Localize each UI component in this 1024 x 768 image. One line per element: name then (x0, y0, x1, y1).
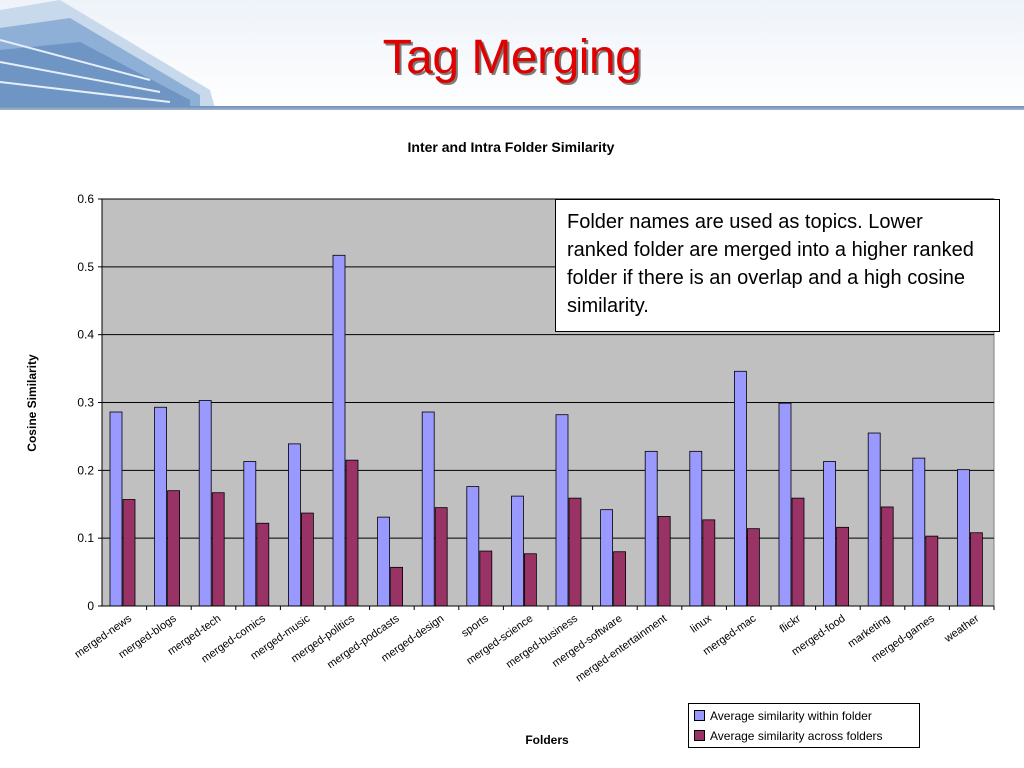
bar-within-merged-comics (243, 461, 257, 607)
bar-within-merged-politics (332, 254, 346, 607)
bar-within-merged-mac (734, 370, 747, 607)
bar-across-merged-mac (747, 528, 760, 607)
x-axis-label: Folders (525, 733, 569, 747)
legend-item-across: Average similarity across folders (694, 728, 883, 744)
y-tick-label: 0.4 (77, 328, 94, 342)
bar-within-merged-business (555, 414, 569, 607)
bar-within-merged-science (510, 495, 524, 607)
bar-across-linux (702, 519, 716, 607)
y-axis-label: Cosine Similarity (25, 354, 39, 452)
legend-swatch-across (694, 730, 705, 742)
bar-across-merged-politics (345, 459, 359, 607)
bar-within-merged-tech (198, 400, 212, 607)
y-tick-label: 0.3 (77, 396, 94, 410)
y-tick-label: 0.5 (77, 260, 94, 274)
legend-label-across: Average similarity across folders (710, 729, 883, 743)
y-axis-ticks: 0 0.1 0.2 0.3 0.4 0.5 0.6 (77, 192, 102, 613)
bar-across-merged-food (836, 526, 849, 607)
bar-within-linux (689, 450, 703, 607)
bar-within-merged-entertainment (644, 450, 658, 607)
bar-across-merged-software (613, 551, 626, 607)
header-divider (0, 106, 1024, 110)
chart-title: Inter and Intra Folder Similarity (408, 139, 615, 155)
slide-title: Tag Merging (382, 31, 642, 84)
bar-across-merged-blogs (167, 490, 181, 607)
building-graphic (0, 0, 215, 108)
bar-across-marketing (880, 506, 894, 607)
bar-across-flickr (791, 497, 805, 607)
x-axis-ticks: merged-newsmerged-blogsmerged-techmerged… (73, 606, 995, 685)
x-tick-label: weather (942, 612, 982, 645)
bar-across-merged-music (300, 512, 314, 607)
bars (109, 254, 983, 607)
bar-across-merged-business (568, 497, 582, 607)
legend-item-within: Average similarity within folder (694, 708, 872, 724)
bar-across-merged-design (434, 507, 448, 607)
y-tick-label: 0 (87, 599, 94, 613)
bar-across-merged-entertainment (657, 516, 671, 607)
bar-across-merged-comics (256, 522, 270, 607)
bar-within-sports (466, 486, 480, 607)
bar-across-merged-podcasts (390, 566, 404, 607)
bar-within-merged-games (912, 457, 926, 607)
bar-across-weather (970, 532, 983, 607)
bar-within-merged-blogs (154, 406, 168, 607)
bar-within-merged-software (600, 509, 613, 607)
x-tick-label: sports (459, 612, 491, 639)
bar-across-merged-tech (211, 492, 225, 607)
legend-swatch-within (694, 710, 705, 722)
bar-within-merged-news (109, 411, 123, 607)
bar-across-merged-news (122, 499, 136, 607)
bar-across-merged-games (925, 535, 939, 607)
legend-label-within: Average similarity within folder (710, 709, 872, 723)
bar-within-weather (957, 469, 970, 607)
y-tick-label: 0.6 (77, 192, 94, 206)
bar-within-merged-podcasts (377, 516, 391, 607)
y-tick-label: 0.1 (77, 531, 94, 545)
bar-within-merged-design (421, 411, 435, 607)
callout-note: Folder names are used as topics. Lower r… (555, 199, 1000, 332)
bar-within-flickr (778, 402, 792, 607)
x-tick-label: flickr (778, 612, 804, 635)
bar-within-merged-food (823, 461, 836, 607)
bar-within-merged-music (287, 443, 301, 607)
bar-within-marketing (867, 432, 881, 607)
bar-across-merged-science (524, 553, 537, 607)
slide-header: Tag Merging (0, 0, 1024, 110)
bar-across-sports (479, 550, 493, 607)
y-tick-label: 0.2 (77, 463, 94, 477)
x-tick-label: linux (688, 612, 714, 635)
chart-legend: Average similarity within folder Average… (688, 703, 920, 748)
